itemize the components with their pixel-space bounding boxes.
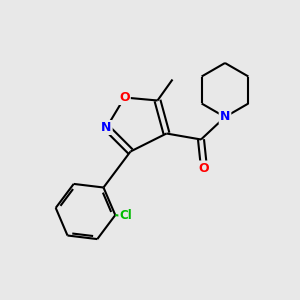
Text: N: N (220, 110, 230, 124)
Text: N: N (101, 121, 112, 134)
Text: O: O (119, 91, 130, 104)
Text: Cl: Cl (119, 209, 132, 222)
Text: O: O (199, 161, 209, 175)
Text: N: N (220, 110, 230, 124)
